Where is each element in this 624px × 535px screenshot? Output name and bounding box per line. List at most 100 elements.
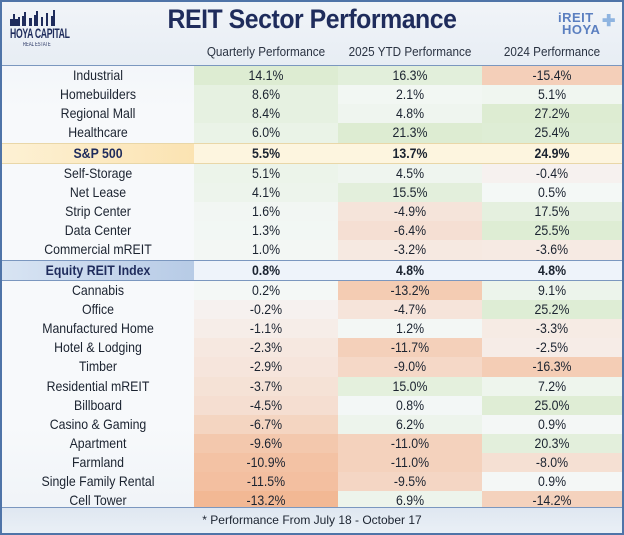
cell-value: -11.0% (390, 434, 430, 451)
row-label: Apartment (2, 434, 194, 453)
cell-quarterly: 8.6% (194, 85, 338, 105)
cell-quarterly: -9.6% (194, 433, 338, 454)
row-label: Cell Tower (2, 491, 194, 510)
cell-ytd: -11.0% (338, 433, 482, 454)
cell-ytd: -9.0% (338, 357, 482, 377)
cell-2024: 5.1% (482, 85, 622, 105)
row-label-text: Hotel & Lodging (54, 339, 142, 356)
table-row: Self-Storage 5.1% 4.5% -0.4% (2, 163, 622, 183)
table-row: Farmland -10.9% -11.0% -8.0% (2, 453, 622, 473)
cell-quarterly: -11.5% (194, 472, 338, 492)
cell-quarterly: 5.5% (194, 144, 338, 163)
cell-2024: 20.3% (482, 433, 622, 454)
row-label: Regional Mall (2, 104, 194, 123)
cell-2024: 27.2% (482, 104, 622, 124)
cell-value: -3.3% (535, 320, 569, 337)
cell-value: -3.2% (393, 241, 427, 258)
cell-2024: 0.5% (482, 182, 622, 203)
cell-ytd: -13.2% (338, 280, 482, 300)
row-label-text: Office (82, 300, 114, 317)
cell-2024: 4.8% (482, 261, 622, 280)
cell-ytd: -6.4% (338, 221, 482, 241)
cell-ytd: -9.5% (338, 472, 482, 492)
cell-quarterly: -4.5% (194, 395, 338, 415)
cell-value: -2.3% (249, 339, 283, 356)
cell-ytd: 15.5% (338, 182, 482, 203)
cell-value: -9.0% (393, 358, 427, 375)
cell-value: 6.2% (395, 415, 425, 432)
cell-value: 7.2% (537, 377, 567, 394)
cell-2024: -15.4% (482, 66, 622, 86)
cell-value: 6.9% (395, 492, 425, 509)
table-row: Cell Tower -13.2% 6.9% -14.2% (2, 491, 622, 511)
table-row: Strip Center 1.6% -4.9% 17.5% (2, 202, 622, 222)
cell-value: 0.8% (251, 261, 281, 278)
table-row: Industrial 14.1% 16.3% -15.4% (2, 66, 622, 86)
cell-ytd: 15.0% (338, 376, 482, 396)
cell-2024: 17.5% (482, 202, 622, 222)
row-label: Healthcare (2, 123, 194, 142)
cell-value: -15.4% (532, 67, 572, 83)
cell-value: 27.2% (534, 105, 570, 122)
cell-quarterly: 1.3% (194, 221, 338, 241)
cell-value: 25.5% (534, 222, 570, 239)
cell-value: 0.2% (251, 281, 281, 298)
cell-ytd: 16.3% (338, 66, 482, 86)
cell-value: -16.3% (532, 358, 572, 375)
cell-value: 17.5% (534, 203, 570, 220)
cell-value: 15.5% (392, 183, 428, 200)
table-row: Homebuilders 8.6% 2.1% 5.1% (2, 85, 622, 105)
row-label: Homebuilders (2, 85, 194, 104)
cell-value: -0.4% (535, 164, 569, 181)
cell-value: 15.0% (392, 377, 428, 394)
table-row: Healthcare 6.0% 21.3% 25.4% (2, 123, 622, 143)
cell-value: 8.6% (251, 86, 281, 103)
column-header-2024: 2024 Performance (503, 44, 601, 59)
row-label: Hotel & Lodging (2, 338, 194, 357)
cell-value: 4.5% (395, 164, 425, 181)
table-row: Apartment -9.6% -11.0% 20.3% (2, 433, 622, 454)
cell-value: 24.9% (534, 144, 570, 161)
cell-2024: -8.0% (482, 453, 622, 473)
row-label-text: Manufactured Home (42, 320, 154, 337)
cell-quarterly: -6.7% (194, 414, 338, 434)
row-label: Cannabis (2, 281, 194, 300)
cell-ytd: 6.2% (338, 414, 482, 434)
cell-ytd: 4.8% (338, 104, 482, 124)
cell-value: -3.6% (535, 241, 569, 258)
row-label-text: Self-Storage (63, 164, 133, 181)
row-label-text: Healthcare (68, 124, 128, 141)
row-label-text: Industrial (73, 67, 123, 83)
row-label: Commercial mREIT (2, 240, 194, 259)
cell-value: 0.9% (537, 415, 567, 432)
cell-quarterly: 5.1% (194, 163, 338, 183)
row-label-text: Timber (79, 358, 117, 375)
cell-value: 13.7% (392, 144, 428, 161)
cell-value: -8.0% (535, 454, 569, 471)
cell-value: 25.2% (534, 300, 570, 317)
cell-value: 5.1% (251, 164, 281, 181)
cell-quarterly: -3.7% (194, 376, 338, 396)
row-label: Casino & Gaming (2, 415, 194, 434)
page-title: REIT Sector Performance (167, 4, 457, 34)
cell-value: -9.5% (393, 473, 427, 490)
row-label-text: Strip Center (65, 203, 131, 220)
cell-2024: 25.0% (482, 395, 622, 415)
cell-value: 21.3% (392, 124, 428, 141)
cell-2024: -3.3% (482, 319, 622, 339)
cell-value: 16.3% (392, 67, 428, 83)
cell-value: -13.2% (390, 281, 430, 298)
cell-2024: 25.4% (482, 123, 622, 143)
cell-ytd: 13.7% (338, 144, 482, 163)
cell-value: 9.1% (537, 281, 567, 298)
row-label-text: Apartment (69, 434, 127, 451)
cell-value: 1.3% (251, 222, 281, 239)
cell-value: 5.5% (251, 144, 281, 161)
table-row: Data Center 1.3% -6.4% 25.5% (2, 221, 622, 241)
cell-2024: 0.9% (482, 414, 622, 434)
table-row: Equity REIT Index 0.8% 4.8% 4.8% (2, 259, 622, 281)
cell-value: -11.5% (246, 473, 286, 490)
cell-quarterly: 6.0% (194, 123, 338, 143)
cell-ytd: -4.7% (338, 299, 482, 320)
